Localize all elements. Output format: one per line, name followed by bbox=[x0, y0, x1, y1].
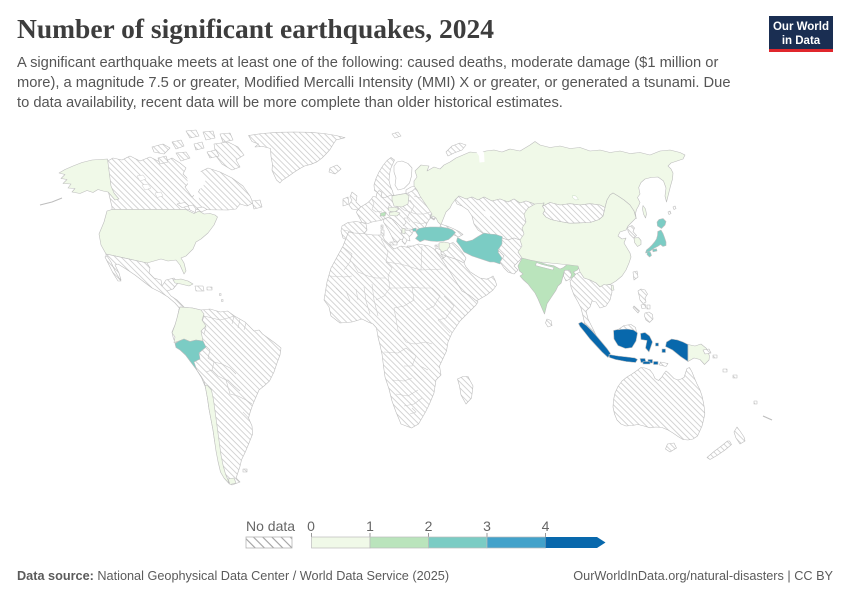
svg-text:2: 2 bbox=[425, 518, 433, 534]
svg-text:0: 0 bbox=[307, 518, 315, 534]
svg-text:3: 3 bbox=[483, 518, 491, 534]
svg-text:1: 1 bbox=[366, 518, 374, 534]
svg-text:4: 4 bbox=[542, 518, 550, 534]
